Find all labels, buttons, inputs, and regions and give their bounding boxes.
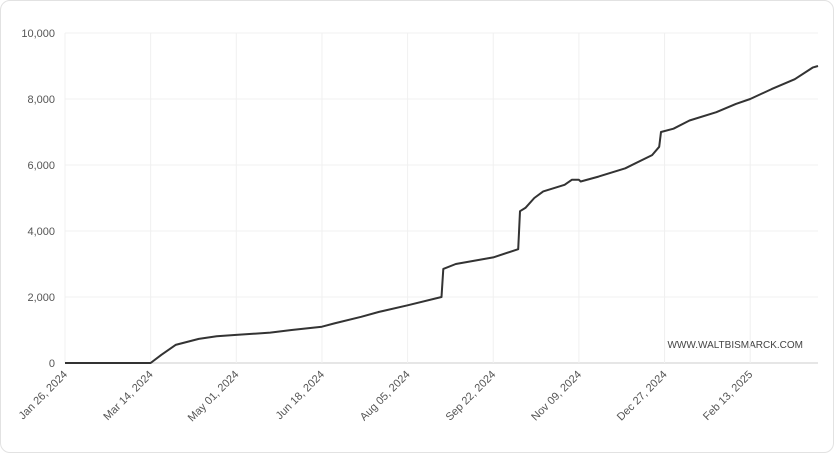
y-tick-label: 6,000 xyxy=(27,160,55,172)
y-tick-label: 4,000 xyxy=(27,226,55,238)
x-tick-label: Nov 09, 2024 xyxy=(529,369,584,424)
x-tick-label: Jun 18, 2024 xyxy=(274,369,327,422)
x-tick-label: Sep 22, 2024 xyxy=(444,369,499,424)
x-tick-label: May 01, 2024 xyxy=(186,369,242,425)
x-tick-label: Aug 05, 2024 xyxy=(358,369,413,424)
watermark: WWW.WALTBISMARCK.COM xyxy=(667,340,803,351)
y-tick-label: 2,000 xyxy=(27,292,55,304)
x-tick-label: Mar 14, 2024 xyxy=(101,369,155,423)
y-tick-label: 8,000 xyxy=(27,94,55,106)
x-tick-label: Feb 13, 2025 xyxy=(701,369,755,423)
y-tick-label: 10,000 xyxy=(21,28,55,40)
line xyxy=(65,65,819,364)
x-tick-label: Dec 27, 2024 xyxy=(615,369,670,424)
x-tick-label: Jan 26, 2024 xyxy=(17,369,70,422)
y-tick-label: 0 xyxy=(49,358,55,370)
